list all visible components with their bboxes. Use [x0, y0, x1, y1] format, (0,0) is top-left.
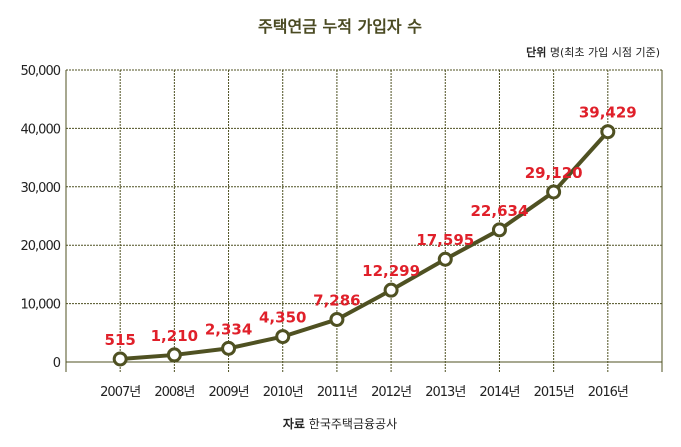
- data-point: [491, 222, 507, 238]
- x-tick-label: 2011년: [317, 385, 357, 400]
- data-label: 4,350: [259, 309, 306, 327]
- data-point: [221, 340, 237, 356]
- data-point: [437, 251, 453, 267]
- y-tick-label: 40,000: [21, 122, 61, 137]
- x-tick-label: 2014년: [479, 385, 519, 400]
- y-tick-label: 30,000: [21, 181, 61, 196]
- y-tick-label: 20,000: [21, 239, 61, 254]
- unit-label: 단위 명(최초 가입 시점 기준): [526, 45, 660, 59]
- data-label: 29,120: [525, 164, 583, 182]
- data-point: [546, 184, 562, 200]
- data-label: 39,429: [579, 104, 637, 122]
- data-label: 12,299: [362, 262, 420, 280]
- y-tick-label: 10,000: [21, 298, 61, 313]
- data-label: 22,634: [471, 202, 529, 220]
- data-point: [112, 351, 128, 367]
- data-label: 1,210: [151, 327, 198, 345]
- y-tick-label: 0: [53, 356, 61, 371]
- data-point: [383, 282, 399, 298]
- x-tick-label: 2007년: [100, 385, 140, 400]
- data-label: 515: [105, 331, 136, 349]
- x-tick-label: 2008년: [154, 385, 194, 400]
- x-tick-label: 2010년: [263, 385, 303, 400]
- y-tick-label: 50,000: [21, 64, 61, 79]
- data-point: [600, 124, 616, 140]
- chart-title: 주택연금 누적 가입자 수: [258, 17, 422, 36]
- x-tick-label: 2016년: [588, 385, 628, 400]
- x-tick-label: 2013년: [425, 385, 465, 400]
- series-line: [120, 130, 610, 361]
- x-tick-label: 2009년: [209, 385, 249, 400]
- data-point: [166, 347, 182, 363]
- data-label: 17,595: [416, 231, 474, 249]
- source-label: 자료 한국주택금융공사: [283, 416, 397, 431]
- data-label: 7,286: [313, 291, 360, 309]
- data-point: [275, 329, 291, 345]
- data-point: [329, 311, 345, 327]
- data-label: 2,334: [205, 320, 252, 338]
- x-tick-label: 2015년: [534, 385, 574, 400]
- x-tick-label: 2012년: [371, 385, 411, 400]
